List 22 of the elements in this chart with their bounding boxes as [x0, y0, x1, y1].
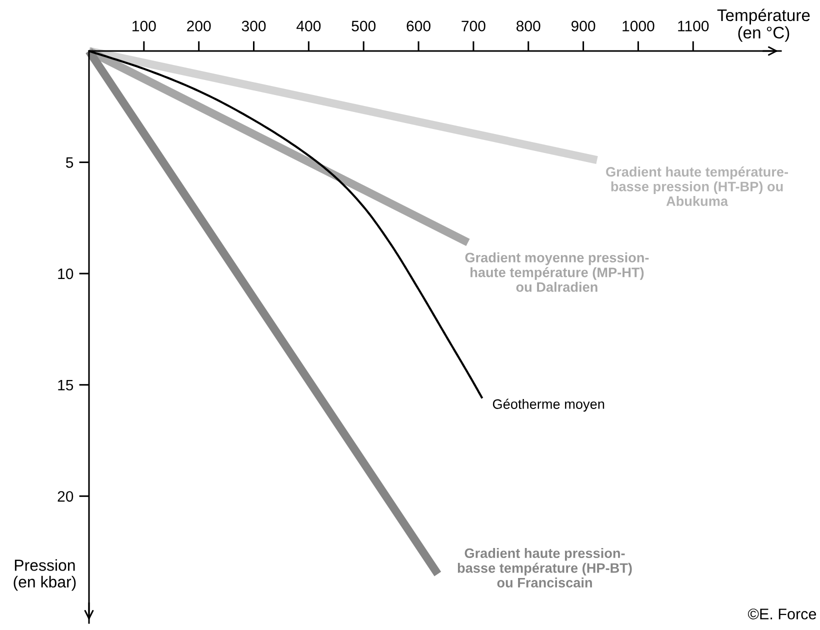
series-label: Gradient haute pression- basse température (HP-BT) ou Franciscain: [458, 548, 632, 588]
y-tick-label: 15: [58, 380, 74, 390]
x-tick-label: 500: [352, 20, 376, 32]
x-tick-label: 300: [242, 20, 266, 32]
x-tick-label: 900: [571, 20, 596, 32]
x-tick-label: 1100: [678, 20, 709, 32]
series-label: Gradient haute température- basse pression (HT-BP) ou Abukuma: [606, 166, 788, 206]
x-tick-label: 100: [132, 20, 156, 32]
x-tick-label: 600: [406, 20, 430, 32]
x-tick-label: 200: [187, 20, 211, 32]
y-tick-label: 20: [58, 491, 74, 502]
series-label: Gradient moyenne pression- haute température (MP-HT) ou Dalradien: [465, 252, 649, 292]
annotation: ©E. Force: [748, 608, 816, 620]
x-tick-label: 400: [296, 20, 321, 32]
y-tick-label: 5: [66, 157, 74, 168]
x-axis-title: Température (en °C): [717, 8, 810, 42]
y-axis-title: Pression (en kbar): [14, 559, 76, 591]
series-label: Géotherme moyen: [492, 398, 604, 412]
y-tick-label: 10: [58, 268, 74, 280]
x-tick-label: 700: [462, 20, 486, 32]
x-tick-label: 800: [516, 20, 540, 32]
x-tick-label: 1000: [622, 20, 654, 32]
